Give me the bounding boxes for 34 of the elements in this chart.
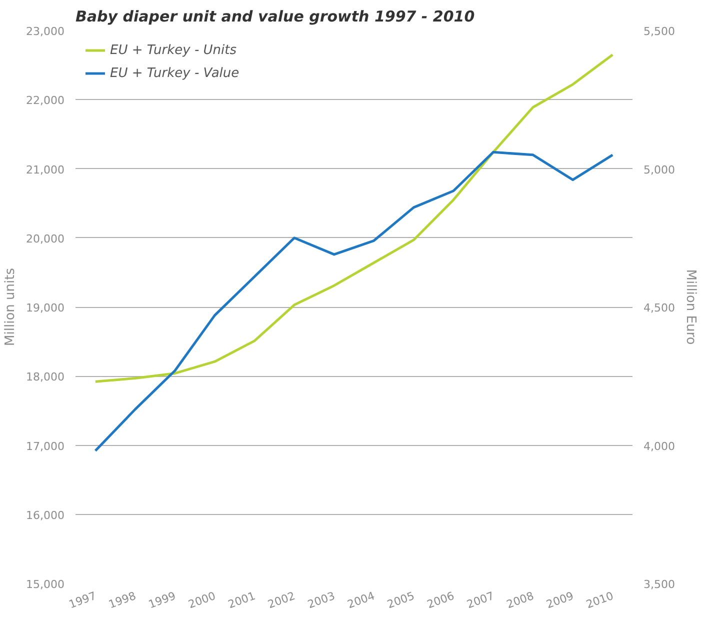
y2-tick-label: 5,500 [644, 25, 675, 38]
x-tick-label: 2009 [544, 589, 576, 612]
y-tick-label: 22,000 [26, 94, 65, 108]
y-tick-label: 16,000 [26, 508, 65, 522]
x-tick-label: 2006 [425, 589, 456, 612]
y-tick-label: 17,000 [26, 440, 65, 453]
y2-tick-label: 4,000 [644, 440, 675, 453]
y2-tick-label: 4,500 [644, 302, 675, 314]
x-tick-label: 2002 [266, 589, 297, 612]
x-tick-label: 2003 [306, 589, 337, 612]
x-tick-label: 2001 [226, 589, 258, 612]
chart-title: Baby diaper unit and value growth 1997 - 2010 [76, 8, 475, 26]
y-tick-label: 21,000 [26, 163, 65, 176]
y-tick-label: 15,000 [26, 578, 65, 591]
x-tick-label: 2010 [584, 589, 616, 612]
x-tick-label: 2004 [346, 589, 376, 612]
y-tick-label: 23,000 [26, 25, 65, 38]
legend-label: EU + Turkey - Value [110, 66, 240, 80]
legend-label: EU + Turkey - Units [110, 42, 237, 58]
x-tick-label: 1998 [106, 589, 138, 612]
x-tick-label: 2005 [385, 589, 416, 612]
y-axis-title: Million units [3, 268, 18, 346]
y2-tick-label: 3,500 [644, 578, 675, 591]
x-tick-label: 2000 [186, 589, 218, 612]
y-tick-label: 19,000 [26, 302, 65, 314]
x-tick-label: 1999 [146, 589, 178, 612]
y2-axis-title: Million Euro [682, 269, 698, 345]
x-tick-label: 2007 [465, 589, 496, 612]
x-tick-label: 2008 [504, 589, 536, 612]
x-tick-label: 1997 [67, 589, 98, 612]
y-tick-label: 18,000 [26, 370, 65, 384]
y2-tick-label: 5,000 [644, 163, 675, 176]
line-series [94, 150, 614, 452]
y-tick-label: 20,000 [26, 232, 65, 246]
